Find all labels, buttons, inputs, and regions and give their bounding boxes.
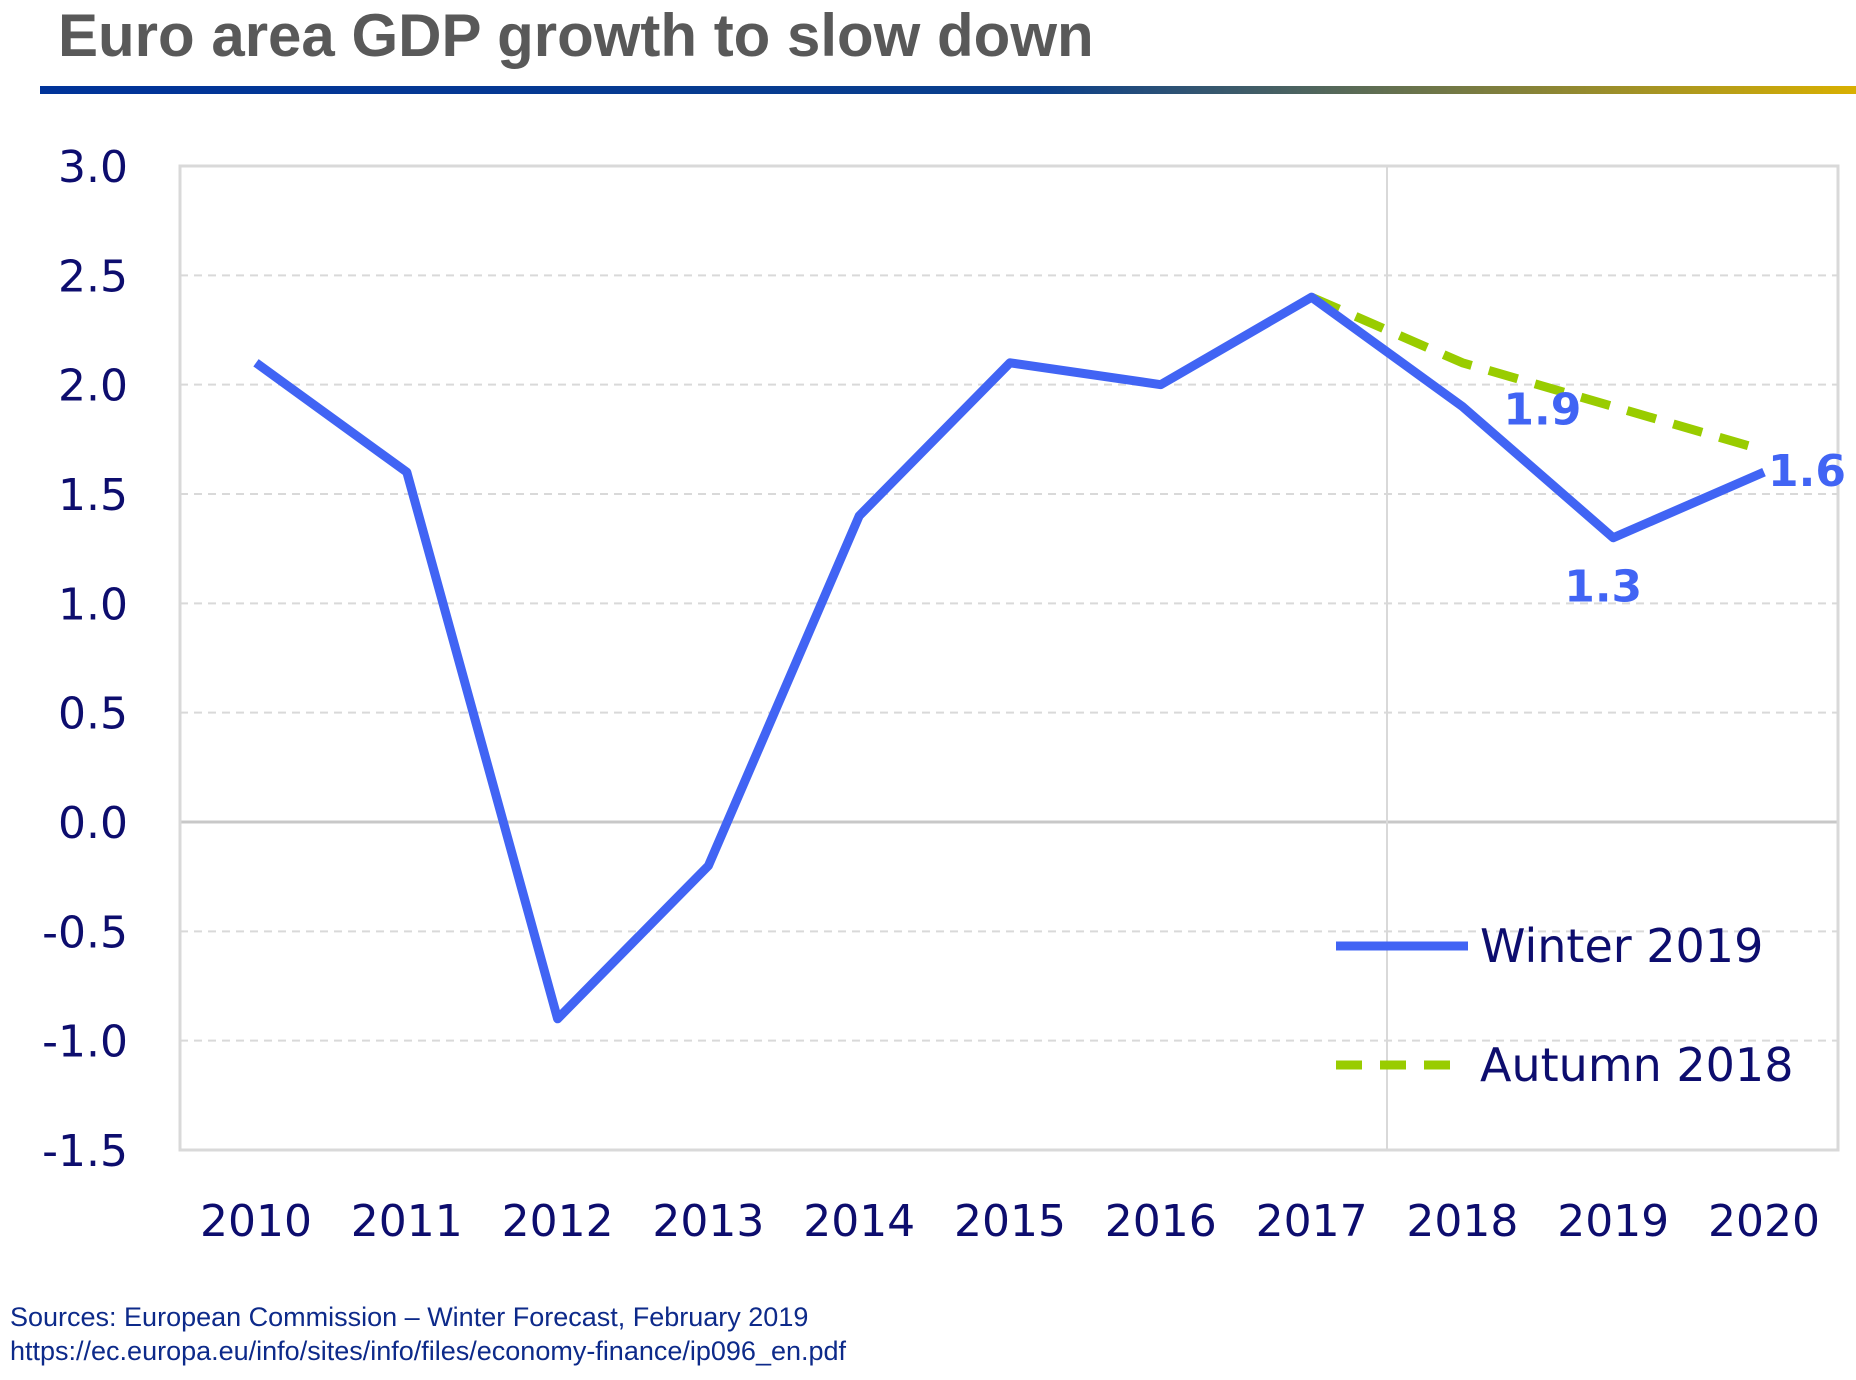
- source-line: Sources: European Commission – Winter Fo…: [10, 1302, 809, 1332]
- legend-item-autumn-2018: Autumn 2018: [1336, 1038, 1793, 1092]
- y-tick-label: -1.0: [42, 1017, 128, 1068]
- x-tick-label: 2017: [1256, 1196, 1368, 1247]
- y-tick-label: 1.0: [58, 579, 128, 630]
- winter-2019-line: [253, 292, 1766, 1024]
- legend-item-winter-2019: Winter 2019: [1336, 919, 1763, 973]
- x-axis-tick-labels: 2010 2011 2012 2013 2014 2015 2016 2017 2018 2019…: [200, 1196, 1820, 1247]
- x-tick-label: 2012: [502, 1196, 614, 1247]
- x-tick-label: 2020: [1708, 1196, 1820, 1247]
- x-tick-label: 2016: [1105, 1196, 1217, 1247]
- x-tick-label: 2019: [1557, 1196, 1669, 1247]
- chart-title: Euro area GDP growth to slow down: [58, 2, 1094, 69]
- series-lines: [253, 292, 1766, 1024]
- legend-label: Autumn 2018: [1480, 1038, 1793, 1092]
- y-tick-label: 2.5: [58, 251, 128, 302]
- y-tick-label: -0.5: [42, 907, 128, 958]
- x-tick-label: 2018: [1406, 1196, 1518, 1247]
- x-tick-label: 2015: [954, 1196, 1066, 1247]
- autumn-2018-line: [1309, 293, 1766, 455]
- y-tick-label: 3.0: [58, 142, 128, 193]
- title-underline: [40, 86, 1856, 94]
- data-label: 1.3: [1564, 562, 1642, 613]
- data-label: 1.6: [1768, 446, 1846, 497]
- gdp-line-chart: -1.5-1.0-0.50.00.51.01.52.02.53.0 2010 20…: [42, 142, 1846, 1247]
- y-tick-label: -1.5: [42, 1126, 128, 1177]
- x-tick-label: 2014: [803, 1196, 915, 1247]
- y-tick-label: 2.0: [58, 361, 128, 412]
- data-label: 1.9: [1503, 385, 1581, 436]
- x-tick-label: 2013: [652, 1196, 764, 1247]
- y-tick-label: 0.5: [58, 689, 128, 740]
- x-tick-label: 2011: [351, 1196, 463, 1247]
- y-axis-tick-labels: -1.5 -1.0 -0.5 0.0 0.5 1.0 1.5 2.0 2.5 3.0: [42, 142, 128, 1177]
- grid-lines: [180, 274, 1838, 1042]
- y-tick-label: 1.5: [58, 470, 128, 521]
- x-tick-label: 2010: [200, 1196, 312, 1247]
- legend-label: Winter 2019: [1480, 919, 1763, 973]
- plot-border: [178, 164, 1840, 1152]
- source-url: https://ec.europa.eu/info/sites/info/fil…: [10, 1336, 847, 1366]
- y-tick-label: 0.0: [58, 798, 128, 849]
- source-note: Sources: European Commission – Winter Fo…: [10, 1300, 846, 1368]
- plot-frame: [178, 164, 1840, 1152]
- data-labels: 1.9 1.3 1.6: [1503, 385, 1846, 613]
- legend: Winter 2019 Autumn 2018: [1336, 919, 1793, 1092]
